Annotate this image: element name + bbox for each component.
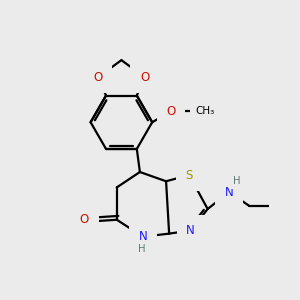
- Text: O: O: [94, 70, 103, 84]
- Text: N: N: [225, 185, 234, 199]
- Text: O: O: [80, 213, 89, 226]
- Text: O: O: [140, 70, 149, 84]
- Text: N: N: [139, 230, 147, 243]
- Text: S: S: [185, 169, 193, 182]
- Text: H: H: [138, 244, 145, 254]
- Text: CH₃: CH₃: [195, 106, 214, 116]
- Text: N: N: [186, 224, 195, 237]
- Text: H: H: [233, 176, 241, 186]
- Text: O: O: [166, 105, 175, 118]
